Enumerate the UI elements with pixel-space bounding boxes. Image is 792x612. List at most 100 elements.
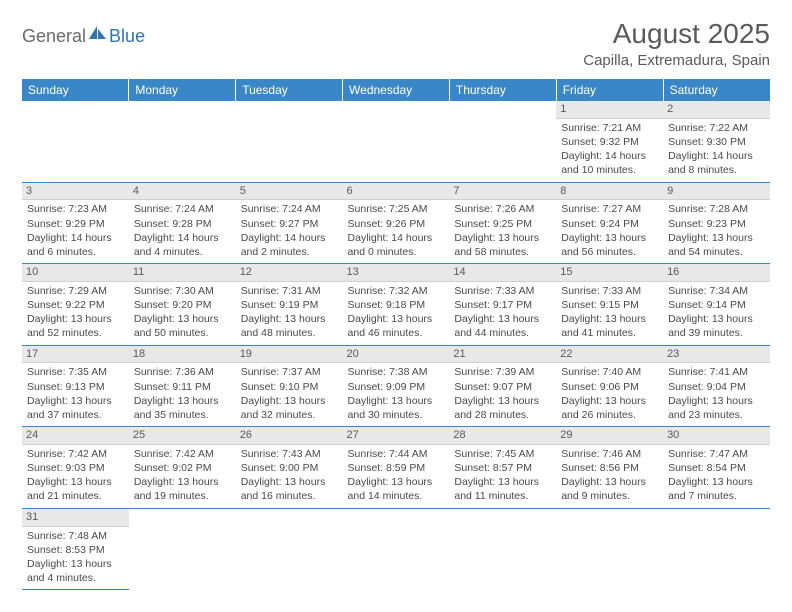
day-info: Sunrise: 7:29 AMSunset: 9:22 PMDaylight:… [26,284,125,341]
day-info: Sunrise: 7:42 AMSunset: 9:02 PMDaylight:… [133,447,232,504]
day-number: 21 [449,346,556,364]
weekday-header: Sunday [22,79,129,101]
day-number: 29 [556,427,663,445]
day-number: 9 [663,183,770,201]
calendar-empty-cell [343,101,450,182]
month-title: August 2025 [583,18,770,50]
calendar-day-cell: 12Sunrise: 7:31 AMSunset: 9:19 PMDayligh… [236,264,343,346]
day-info: Sunrise: 7:24 AMSunset: 9:27 PMDaylight:… [240,202,339,259]
calendar-day-cell: 2Sunrise: 7:22 AMSunset: 9:30 PMDaylight… [663,101,770,182]
weekday-header: Thursday [449,79,556,101]
weekday-header: Saturday [663,79,770,101]
weekday-header: Wednesday [343,79,450,101]
day-number: 14 [449,264,556,282]
day-info: Sunrise: 7:30 AMSunset: 9:20 PMDaylight:… [133,284,232,341]
calendar-table: SundayMondayTuesdayWednesdayThursdayFrid… [22,79,770,590]
day-info: Sunrise: 7:45 AMSunset: 8:57 PMDaylight:… [453,447,552,504]
calendar-row: 24Sunrise: 7:42 AMSunset: 9:03 PMDayligh… [22,427,770,509]
calendar-day-cell: 25 Sunrise: 7:42 AMSunset: 9:02 PMDayligh… [129,427,236,509]
day-number: 6 [343,183,450,201]
calendar-day-cell: 29 Sunrise: 7:46 AMSunset: 8:56 PMDayligh… [556,427,663,509]
day-info: Sunrise: 7:28 AMSunset: 9:23 PMDaylight:… [667,202,766,259]
day-number: 7 [449,183,556,201]
day-number: 10 [22,264,129,282]
calendar-row: 10 Sunrise: 7:29 AMSunset: 9:22 PMDayligh… [22,264,770,346]
brand-text-blue: Blue [109,26,145,47]
calendar-day-cell: 9Sunrise: 7:28 AMSunset: 9:23 PMDaylight… [663,182,770,264]
calendar-day-cell: 13 Sunrise: 7:32 AMSunset: 9:18 PMDayligh… [343,264,450,346]
calendar-empty-cell [449,508,556,590]
day-info: Sunrise: 7:47 AMSunset: 8:54 PMDaylight:… [667,447,766,504]
day-number: 27 [343,427,450,445]
day-info: Sunrise: 7:44 AMSunset: 8:59 PMDaylight:… [347,447,446,504]
title-block: August 2025 Capilla, Extremadura, Spain [583,18,770,69]
calendar-row: 1 Sunrise: 7:21 AMSunset: 9:32 PMDaylight… [22,101,770,182]
brand-logo: General Blue [22,18,145,47]
calendar-empty-cell [556,508,663,590]
day-info: Sunrise: 7:41 AMSunset: 9:04 PMDaylight:… [667,365,766,422]
calendar-day-cell: 27 Sunrise: 7:44 AMSunset: 8:59 PMDayligh… [343,427,450,509]
calendar-empty-cell [236,508,343,590]
day-info: Sunrise: 7:21 AMSunset: 9:32 PMDaylight:… [560,121,659,178]
calendar-day-cell: 6Sunrise: 7:25 AMSunset: 9:26 PMDaylight… [343,182,450,264]
day-info: Sunrise: 7:24 AMSunset: 9:28 PMDaylight:… [133,202,232,259]
day-number: 31 [22,509,129,527]
calendar-day-cell: 10 Sunrise: 7:29 AMSunset: 9:22 PMDayligh… [22,264,129,346]
day-info: Sunrise: 7:22 AMSunset: 9:30 PMDaylight:… [667,121,766,178]
day-number: 25 [129,427,236,445]
weekday-header-row: SundayMondayTuesdayWednesdayThursdayFrid… [22,79,770,101]
calendar-day-cell: 23Sunrise: 7:41 AMSunset: 9:04 PMDayligh… [663,345,770,427]
calendar-row: 31 Sunrise: 7:48 AMSunset: 8:53 PMDayligh… [22,508,770,590]
weekday-header: Friday [556,79,663,101]
calendar-day-cell: 24Sunrise: 7:42 AMSunset: 9:03 PMDayligh… [22,427,129,509]
day-number: 15 [556,264,663,282]
day-info: Sunrise: 7:43 AMSunset: 9:00 PMDaylight:… [240,447,339,504]
calendar-day-cell: 8Sunrise: 7:27 AMSunset: 9:24 PMDaylight… [556,182,663,264]
day-info: Sunrise: 7:48 AMSunset: 8:53 PMDaylight:… [26,529,125,586]
day-number: 30 [663,427,770,445]
day-info: Sunrise: 7:38 AMSunset: 9:09 PMDaylight:… [347,365,446,422]
sail-icon [89,26,107,45]
calendar-empty-cell [129,508,236,590]
calendar-day-cell: 16Sunrise: 7:34 AMSunset: 9:14 PMDayligh… [663,264,770,346]
day-info: Sunrise: 7:46 AMSunset: 8:56 PMDaylight:… [560,447,659,504]
day-info: Sunrise: 7:32 AMSunset: 9:18 PMDaylight:… [347,284,446,341]
day-number: 13 [343,264,450,282]
day-info: Sunrise: 7:26 AMSunset: 9:25 PMDaylight:… [453,202,552,259]
calendar-day-cell: 14 Sunrise: 7:33 AMSunset: 9:17 PMDayligh… [449,264,556,346]
day-info: Sunrise: 7:40 AMSunset: 9:06 PMDaylight:… [560,365,659,422]
calendar-day-cell: 21Sunrise: 7:39 AMSunset: 9:07 PMDayligh… [449,345,556,427]
day-number: 17 [22,346,129,364]
day-info: Sunrise: 7:39 AMSunset: 9:07 PMDaylight:… [453,365,552,422]
day-info: Sunrise: 7:37 AMSunset: 9:10 PMDaylight:… [240,365,339,422]
calendar-empty-cell [343,508,450,590]
day-number: 26 [236,427,343,445]
day-info: Sunrise: 7:33 AMSunset: 9:15 PMDaylight:… [560,284,659,341]
day-info: Sunrise: 7:25 AMSunset: 9:26 PMDaylight:… [347,202,446,259]
page-header: General Blue August 2025 Capilla, Extrem… [22,18,770,69]
day-number: 1 [556,101,663,119]
day-number: 16 [663,264,770,282]
calendar-day-cell: 4Sunrise: 7:24 AMSunset: 9:28 PMDaylight… [129,182,236,264]
calendar-day-cell: 31 Sunrise: 7:48 AMSunset: 8:53 PMDayligh… [22,508,129,590]
day-number: 20 [343,346,450,364]
day-info: Sunrise: 7:33 AMSunset: 9:17 PMDaylight:… [453,284,552,341]
day-number: 23 [663,346,770,364]
calendar-day-cell: 26 Sunrise: 7:43 AMSunset: 9:00 PMDayligh… [236,427,343,509]
day-number: 5 [236,183,343,201]
day-number: 24 [22,427,129,445]
day-number: 22 [556,346,663,364]
day-info: Sunrise: 7:36 AMSunset: 9:11 PMDaylight:… [133,365,232,422]
day-number: 4 [129,183,236,201]
weekday-header: Monday [129,79,236,101]
day-number: 11 [129,264,236,282]
calendar-day-cell: 28Sunrise: 7:45 AMSunset: 8:57 PMDayligh… [449,427,556,509]
day-number: 19 [236,346,343,364]
calendar-day-cell: 5Sunrise: 7:24 AMSunset: 9:27 PMDaylight… [236,182,343,264]
day-info: Sunrise: 7:27 AMSunset: 9:24 PMDaylight:… [560,202,659,259]
brand-text-general: General [22,26,86,47]
day-number: 3 [22,183,129,201]
calendar-empty-cell [129,101,236,182]
day-number: 8 [556,183,663,201]
calendar-empty-cell [449,101,556,182]
